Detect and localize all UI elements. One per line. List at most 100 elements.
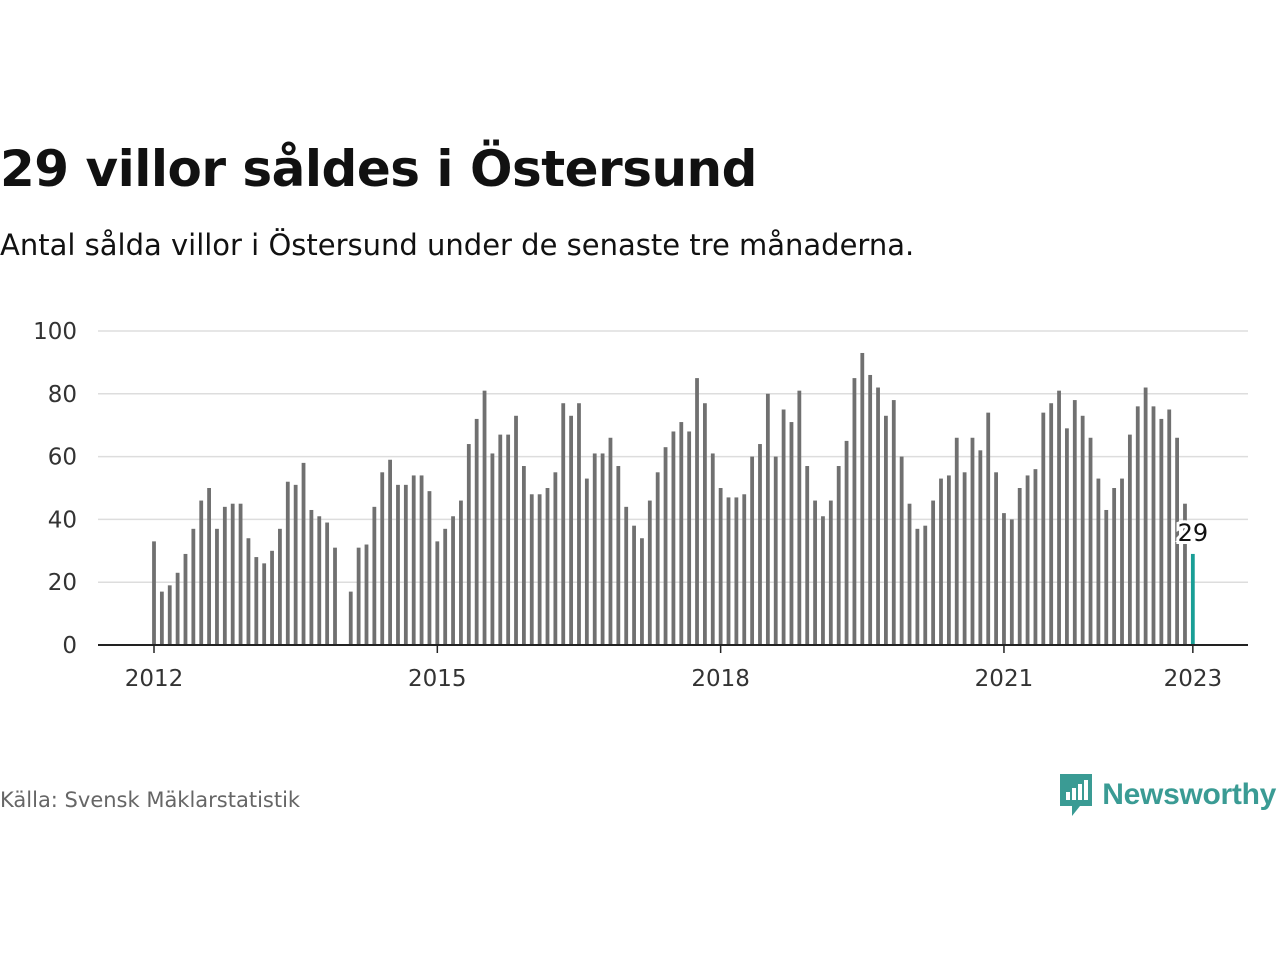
bar (734, 497, 739, 645)
bar (514, 415, 518, 645)
bar (1120, 478, 1124, 645)
bar (246, 538, 251, 645)
bar (152, 541, 156, 645)
bar (1002, 513, 1006, 645)
bar (758, 444, 762, 645)
bar (931, 500, 936, 645)
bar (852, 378, 857, 645)
data-labels: 29 (1175, 516, 1212, 550)
bar (238, 503, 243, 645)
bar (600, 453, 605, 645)
newsworthy-chart-bubble-icon (1060, 774, 1093, 816)
bar (561, 403, 566, 645)
brand-logo[interactable]: Newsworthy (1058, 772, 1276, 818)
bar (640, 538, 644, 645)
bar (781, 409, 786, 645)
y-tick-label: 20 (48, 570, 77, 596)
bar (411, 475, 416, 645)
bar (364, 544, 369, 645)
bar (1143, 387, 1148, 645)
bar (577, 403, 581, 645)
bar (986, 412, 991, 645)
bar (876, 387, 880, 645)
bar (915, 528, 920, 645)
bar (435, 541, 440, 645)
bar (1167, 409, 1172, 645)
bar (1135, 406, 1140, 645)
bar (403, 484, 408, 645)
bar (828, 500, 833, 645)
source-note: Källa: Svensk Mäklarstatistik (0, 788, 301, 812)
axes: 0 20 40 60 80 100 2012 2015 2018 2021 2023 (33, 319, 1248, 692)
bar (868, 374, 873, 645)
bar (1127, 434, 1132, 645)
bar (498, 434, 503, 645)
bar (821, 516, 825, 645)
bar (1049, 403, 1054, 645)
bar (372, 506, 377, 645)
bar (309, 509, 314, 645)
x-tick-label: 2012 (125, 666, 184, 692)
bar (584, 478, 589, 645)
bar (742, 494, 747, 645)
bar (663, 447, 668, 645)
bar (671, 431, 676, 645)
bar (199, 500, 204, 645)
bar (325, 522, 330, 645)
bar (891, 400, 896, 645)
bar (1017, 488, 1022, 645)
chart-title: 29 villor såldes i Östersund (0, 140, 757, 198)
bar (175, 572, 180, 645)
bar (954, 437, 959, 645)
bar (451, 516, 455, 645)
bar (687, 431, 692, 645)
bar (1104, 509, 1109, 645)
bar (427, 491, 432, 645)
bar-chart: 0 20 40 60 80 100 2012 2015 2018 2021 2023 29 (33, 319, 1248, 692)
bar (994, 472, 998, 645)
bar (647, 500, 652, 645)
bar (1183, 503, 1187, 645)
bar (860, 352, 865, 645)
bar (884, 415, 888, 645)
bar (1033, 469, 1038, 645)
bar (1088, 437, 1093, 645)
bar (1072, 400, 1077, 645)
x-tick-label: 2023 (1164, 666, 1223, 692)
bar (962, 472, 967, 645)
bar (521, 466, 526, 645)
bar (978, 450, 983, 645)
bar (844, 440, 849, 645)
bar (710, 453, 715, 645)
bar (1096, 478, 1101, 645)
bar (293, 484, 298, 645)
data-label-latest: 29 (1178, 519, 1209, 547)
bar (789, 422, 794, 645)
bar (230, 503, 235, 645)
bar (813, 500, 817, 645)
bar (1025, 475, 1030, 645)
bar (970, 437, 975, 645)
bars (152, 352, 1195, 645)
bar (388, 459, 392, 645)
bar (348, 591, 353, 645)
bar (333, 547, 337, 645)
bar (1112, 488, 1117, 645)
highlight-bar (1190, 553, 1195, 645)
bar (396, 484, 400, 645)
y-tick-label: 0 (62, 633, 77, 659)
y-tick-label: 100 (33, 319, 77, 345)
bar (695, 378, 699, 645)
bar (183, 553, 188, 645)
bar (592, 453, 597, 645)
bar (765, 393, 770, 645)
bar (1080, 415, 1085, 645)
bar (443, 528, 448, 645)
bar (805, 466, 810, 645)
y-tick-label: 40 (48, 507, 77, 533)
y-tick-label: 80 (48, 382, 77, 408)
bar (773, 456, 778, 645)
x-tick-label: 2018 (691, 666, 750, 692)
bar (1065, 428, 1069, 645)
bar (1151, 406, 1156, 645)
